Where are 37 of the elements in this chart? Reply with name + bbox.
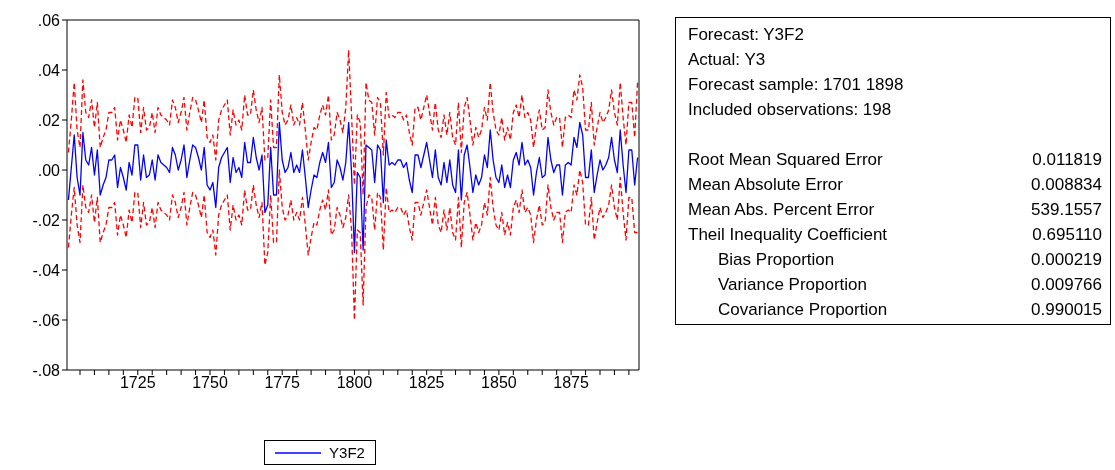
category-label: Theil Inequality Coefficient: [688, 224, 888, 246]
x-tick-label: 1800: [336, 374, 373, 392]
text: 0.695110: [1032, 225, 1102, 244]
text: Forecast sample: 1701 1898: [688, 74, 905, 96]
text: 0.008834: [1031, 175, 1102, 194]
category-label: Variance Proportion: [717, 274, 867, 296]
line-series: [67, 49, 639, 196]
x-tick-label: 1775: [264, 374, 301, 392]
category-label: Root Mean Squared Error: [688, 149, 883, 171]
x-tick-label: 1725: [119, 374, 156, 392]
y-tick-label: .04: [37, 61, 61, 79]
x-tick-label: 1825: [408, 374, 445, 392]
x-tick-label: 1875: [553, 374, 590, 392]
category-label: Mean Absolute Error: [688, 174, 843, 196]
y-tick-label: .00: [37, 161, 61, 179]
legend-label: Y3F2: [329, 444, 365, 461]
y-tick-label: .06: [37, 11, 61, 29]
text: Included observations: 198: [688, 99, 893, 121]
text: 0.009766: [1031, 275, 1102, 294]
category-label: Mean Abs. Percent Error: [688, 199, 875, 221]
category-label: Covariance Proportion: [717, 299, 888, 321]
text: 0.000219: [1031, 250, 1102, 269]
text: 539.1557: [1031, 200, 1102, 219]
y-tick-label: -.02: [32, 211, 61, 229]
text: Forecast: Y3F2: [688, 24, 805, 46]
y-tick-label: -.04: [32, 261, 61, 279]
text: 0.990015: [1031, 300, 1102, 319]
category-label: Bias Proportion: [717, 249, 835, 271]
y-tick-label: -.06: [32, 311, 61, 329]
x-tick-label: 1750: [192, 374, 228, 392]
line-series: [67, 121, 639, 254]
text: 0.011819: [1032, 150, 1102, 169]
text: Actual: Y3: [688, 49, 767, 71]
y-tick-label: .02: [37, 111, 61, 129]
x-tick-label: 1850: [481, 374, 517, 392]
y-tick-label: -.08: [32, 361, 61, 379]
line-series: [67, 169, 639, 321]
